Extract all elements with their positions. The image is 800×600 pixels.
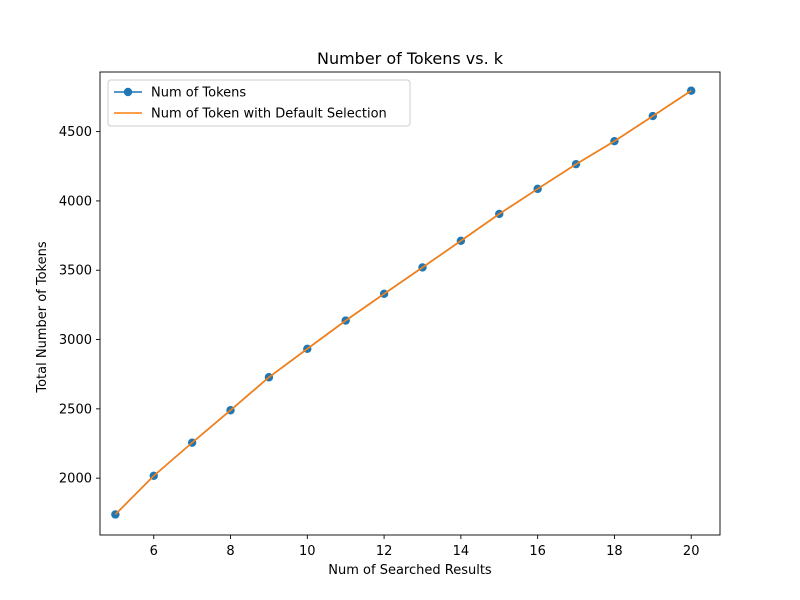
- plot-area: [99, 71, 721, 536]
- x-tick-label: 18: [606, 544, 623, 559]
- y-tick-label: 4000: [59, 194, 92, 209]
- x-tick-label: 20: [683, 544, 700, 559]
- y-tick-label: 2000: [59, 472, 92, 487]
- legend-series-2-label: Num of Token with Default Selection: [151, 107, 387, 122]
- legend-series-1-label: Num of Tokens: [151, 86, 246, 101]
- y-tick-label: 2500: [59, 402, 92, 417]
- x-tick-label: 14: [453, 544, 470, 559]
- legend-box: [107, 79, 411, 127]
- x-tick-label: 6: [150, 544, 158, 559]
- legend: Num of Tokens Num of Token with Default S…: [107, 79, 411, 127]
- y-tick-label: 3000: [59, 333, 92, 348]
- x-axis: 6 8 10 12 14 16 18 20: [150, 535, 700, 559]
- y-tick-label: 3500: [59, 264, 92, 279]
- x-axis-label: Num of Searched Results: [328, 563, 492, 578]
- legend-series-1-marker: [123, 87, 133, 97]
- y-axis: 2000 2500 3000 3500 4000 4500: [59, 125, 100, 487]
- axes-frame: [99, 71, 721, 536]
- y-axis-label: Total Number of Tokens: [35, 241, 50, 393]
- x-tick-label: 16: [529, 544, 546, 559]
- series-2-line: [114, 90, 692, 516]
- x-tick-label: 12: [376, 544, 393, 559]
- x-tick-label: 10: [299, 544, 316, 559]
- x-tick-label: 8: [226, 544, 234, 559]
- chart-title: Number of Tokens vs. k: [317, 49, 504, 68]
- y-tick-label: 4500: [59, 125, 92, 140]
